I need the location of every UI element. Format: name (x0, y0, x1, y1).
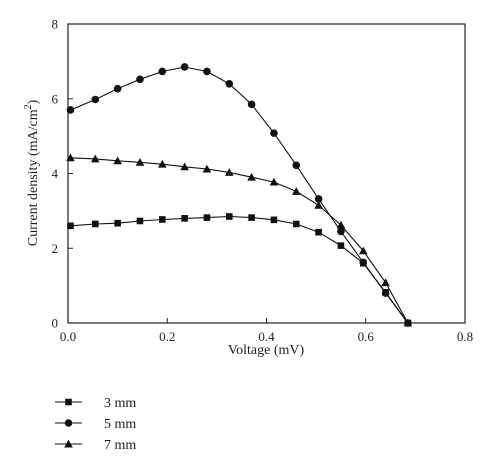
y-ticks: 0 2 4 6 8 (52, 17, 73, 331)
data-point (270, 216, 278, 224)
y-tick-label: 0 (52, 316, 59, 331)
data-point (66, 106, 75, 114)
y-axis-title-tail: ) (26, 99, 41, 104)
data-point (113, 156, 122, 165)
series-line (70, 157, 409, 324)
data-point (247, 100, 256, 109)
data-point (224, 168, 234, 176)
y-axis-title-main: Current density (mA/cm (26, 109, 41, 246)
legend: 3 mm 5 mm 7 mm (55, 396, 136, 453)
data-point (158, 67, 167, 76)
x-tick-label: 0.0 (60, 329, 76, 344)
legend-marker (64, 439, 73, 448)
data-point (314, 195, 323, 203)
data-point (337, 227, 345, 236)
data-point (136, 217, 144, 225)
data-point (248, 214, 255, 221)
y-axis-title: Current density (mA/cm2) (23, 99, 41, 246)
data-point (157, 159, 167, 168)
data-point (203, 214, 211, 221)
data-point (114, 219, 121, 227)
series-circle (66, 63, 412, 327)
data-point (67, 222, 74, 230)
data-point (292, 161, 301, 170)
data-point (403, 318, 413, 327)
data-point (158, 216, 166, 223)
x-tick-label: 0.6 (358, 329, 375, 344)
series-triangle (66, 153, 413, 327)
x-tick-label: 0.2 (159, 329, 175, 344)
series-square (67, 213, 412, 327)
data-point (291, 187, 301, 195)
data-point (270, 129, 278, 137)
data-point (66, 153, 75, 162)
legend-marker (65, 398, 72, 406)
legend-label: 5 mm (104, 417, 136, 432)
x-ticks: 0.0 0.2 0.4 0.6 0.8 (60, 318, 473, 344)
x-axis-title: Voltage (mV) (228, 343, 305, 358)
plot-frame (67, 23, 466, 324)
data-point (358, 246, 368, 255)
data-point (315, 228, 322, 236)
legend-marker (64, 419, 73, 427)
data-point (247, 172, 256, 181)
y-tick-label: 2 (52, 241, 59, 256)
legend-label: 3 mm (104, 396, 136, 411)
data-point (225, 80, 234, 88)
y-tick-label: 6 (52, 91, 59, 106)
axes (67, 23, 466, 324)
data-point (91, 220, 99, 228)
x-tick-label: 0.4 (258, 329, 275, 344)
x-tick-label: 0.8 (457, 329, 473, 344)
y-axis-title-superscript: 2 (23, 104, 34, 109)
data-point (90, 154, 100, 163)
data-point (336, 220, 346, 229)
data-point (381, 278, 390, 287)
series-line (70, 66, 409, 324)
data-point (314, 200, 323, 209)
data-point (91, 95, 100, 104)
y-tick-label: 4 (52, 166, 59, 181)
data-point (202, 164, 212, 173)
data-point (269, 177, 279, 186)
data-point (337, 242, 345, 249)
series (66, 63, 413, 327)
data-point (113, 84, 122, 93)
data-point (135, 157, 145, 166)
data-point (292, 220, 300, 228)
data-point (181, 215, 188, 222)
data-point (180, 162, 189, 171)
data-point (381, 289, 390, 297)
y-tick-label: 8 (52, 17, 59, 32)
data-point (203, 67, 211, 76)
data-point (180, 63, 189, 71)
series-line (70, 215, 409, 324)
data-point (136, 75, 144, 84)
legend-label: 7 mm (104, 438, 136, 453)
data-point (359, 258, 368, 267)
data-point (225, 213, 233, 220)
